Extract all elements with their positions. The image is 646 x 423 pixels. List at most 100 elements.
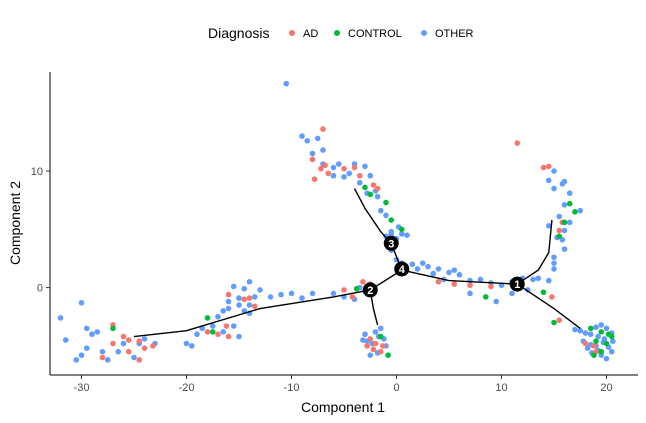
point-other — [141, 336, 148, 342]
point-ad — [110, 340, 116, 347]
point-ad — [549, 294, 555, 300]
point-ad — [349, 294, 356, 300]
point-ad — [241, 296, 248, 303]
point-other — [241, 285, 248, 292]
point-ad — [380, 343, 386, 349]
legend-title: Diagnosis — [208, 25, 269, 41]
point-other — [425, 263, 431, 270]
point-ad — [215, 331, 221, 338]
point-other — [556, 213, 563, 220]
point-other — [309, 290, 316, 297]
x-tick-label: -30 — [74, 382, 90, 394]
x-tick-label: 20 — [600, 382, 612, 394]
point-other — [346, 170, 353, 177]
point-other — [362, 331, 368, 338]
point-ad — [246, 295, 253, 301]
point-ad — [370, 182, 377, 188]
trajectory-node-1 — [509, 276, 525, 292]
point-other — [99, 348, 106, 355]
point-other — [414, 266, 421, 272]
point-control — [572, 209, 578, 215]
point-control — [362, 184, 368, 191]
point-other — [367, 172, 374, 179]
point-other — [374, 193, 381, 200]
point-other — [330, 290, 337, 297]
point-ad — [251, 303, 258, 310]
point-ad — [125, 337, 132, 343]
point-other — [236, 302, 242, 308]
point-other — [299, 133, 305, 139]
point-other — [566, 219, 573, 226]
point-other — [388, 231, 395, 237]
point-other — [595, 333, 601, 340]
point-other — [330, 172, 337, 179]
point-other — [104, 357, 111, 363]
point-ad — [370, 346, 377, 353]
point-ad — [356, 172, 363, 179]
point-control — [593, 338, 599, 345]
point-other — [377, 207, 384, 214]
point-control — [608, 333, 615, 340]
point-other — [73, 357, 80, 363]
trajectory-branch — [516, 219, 553, 285]
point-control — [388, 217, 395, 223]
point-other — [120, 340, 127, 347]
point-other — [230, 283, 237, 290]
point-ad — [309, 156, 316, 163]
point-other — [409, 261, 416, 268]
point-ad — [136, 357, 143, 363]
point-control — [591, 352, 597, 358]
point-control — [598, 348, 605, 355]
point-other — [377, 325, 384, 332]
trajectory-node-3 — [383, 235, 399, 251]
point-other — [230, 323, 237, 329]
point-ad — [451, 281, 458, 287]
point-ad — [351, 164, 358, 171]
point-other — [236, 333, 242, 340]
y-axis-title: Component 2 — [7, 181, 23, 265]
point-other — [299, 295, 305, 301]
point-other — [446, 269, 452, 276]
point-control — [587, 325, 594, 332]
point-ad — [367, 336, 374, 342]
point-other — [566, 190, 573, 196]
y-ticks: 0 10 — [31, 166, 50, 295]
point-control — [561, 219, 568, 226]
plot-points — [57, 80, 616, 363]
point-ad — [556, 317, 563, 324]
point-other — [577, 327, 584, 334]
point-ad — [591, 343, 597, 349]
point-other — [188, 343, 195, 349]
point-ad — [223, 323, 230, 329]
point-other — [535, 275, 542, 282]
point-ad — [341, 287, 347, 293]
trajectory-node-label: 2 — [367, 285, 373, 297]
point-other — [341, 174, 347, 180]
x-tick-label: -20 — [179, 382, 195, 394]
point-other — [309, 150, 316, 157]
point-ad — [360, 278, 366, 285]
point-other — [561, 246, 568, 252]
point-other — [419, 260, 426, 266]
point-other — [435, 266, 442, 272]
point-other — [314, 135, 321, 142]
point-other — [551, 168, 557, 174]
point-ad — [467, 282, 473, 289]
point-other — [608, 348, 615, 355]
point-ad — [204, 329, 211, 335]
point-other — [89, 331, 95, 338]
point-ad — [225, 291, 232, 298]
point-other — [551, 266, 557, 272]
point-other — [83, 345, 90, 351]
point-other — [62, 337, 69, 343]
trajectory-node-label: 4 — [399, 264, 406, 276]
point-other — [551, 254, 557, 261]
point-other — [551, 185, 557, 192]
point-other — [335, 161, 342, 167]
point-other — [215, 313, 221, 320]
point-control — [377, 333, 384, 340]
legend-key-other — [421, 30, 427, 36]
point-other — [610, 338, 616, 345]
